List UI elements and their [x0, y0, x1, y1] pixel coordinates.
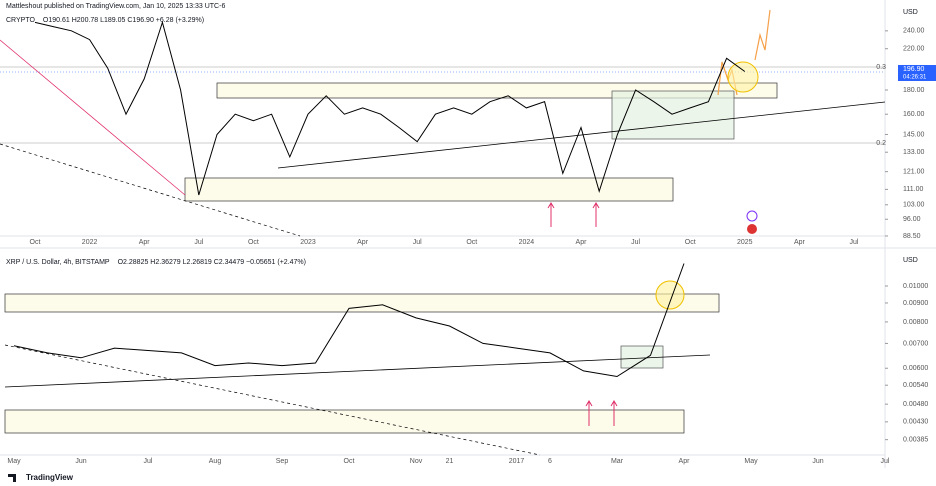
top-drawings — [0, 9, 886, 237]
event-icon — [746, 210, 758, 222]
y-tick-label: 0.00900 — [903, 300, 928, 307]
y-tick-label: 0.00385 — [903, 437, 928, 444]
x-tick-label: Apr — [357, 239, 369, 246]
projection — [754, 9, 771, 61]
x-tick-label: Oct — [344, 458, 355, 465]
x-tick-label: May — [744, 458, 758, 465]
x-tick-label: Sep — [276, 458, 289, 465]
x-tick-label: 6 — [548, 458, 552, 465]
x-tick-label: Jul — [194, 239, 203, 246]
zone — [4, 293, 720, 313]
ohlc: O2.28825 H2.36279 L2.26819 C2.34479 −0.0… — [118, 259, 306, 266]
ohlc: O190.61 H200.78 L189.05 C196.90 +6.28 (+… — [43, 17, 204, 24]
y-tick-label: 0.00600 — [903, 365, 928, 372]
y-tick-label: 0.00480 — [903, 401, 928, 408]
x-tick-label: 2023 — [300, 239, 316, 246]
y-tick-label: 145.00 — [903, 131, 925, 138]
x-tick-label: Nov — [410, 458, 423, 465]
y-tick-label: 0.00800 — [903, 319, 928, 326]
y-tick-label: 0.01000 — [903, 283, 928, 290]
price-label: 196.90 — [903, 66, 925, 73]
y-tick-label: 0.00430 — [903, 419, 928, 426]
x-tick-label: 2017 — [509, 458, 525, 465]
currency: USD — [903, 9, 918, 16]
x-tick-label: Jul — [631, 239, 640, 246]
footer-logo: TradingView — [26, 473, 74, 482]
x-tick-label: Jun — [812, 458, 823, 465]
x-tick-label: Oct — [685, 239, 696, 246]
x-tick-label: Apr — [139, 239, 151, 246]
highlight — [655, 280, 685, 310]
y-tick-label: 88.50 — [903, 233, 921, 240]
y-tick-label: 121.00 — [903, 169, 925, 176]
price-badge — [898, 65, 936, 81]
fib-label: 0.2 — [876, 140, 886, 147]
y-tick-label: 103.00 — [903, 202, 925, 209]
x-tick-label: Oct — [248, 239, 259, 246]
trendline — [4, 354, 711, 388]
currency: USD — [903, 257, 918, 264]
trendline — [0, 39, 186, 196]
x-tick-label: Jul — [850, 239, 859, 246]
bottom-drawings — [4, 280, 720, 456]
x-tick-label: Oct — [466, 239, 477, 246]
y-tick-label: 180.00 — [903, 87, 925, 94]
y-tick-label: 0.00540 — [903, 382, 928, 389]
y-tick-label: 133.00 — [903, 149, 925, 156]
y-tick-label: 96.00 — [903, 216, 921, 223]
zone — [620, 345, 664, 369]
x-tick-label: Jun — [75, 458, 86, 465]
fib-label: 0.3 — [876, 64, 886, 71]
x-tick-label: Apr — [576, 239, 588, 246]
arrow-head — [610, 400, 618, 407]
x-tick-label: 2022 — [82, 239, 98, 246]
x-tick-label: 21 — [446, 458, 454, 465]
arrow-head — [592, 202, 600, 209]
highlight — [727, 61, 759, 93]
x-tick-label: 2025 — [737, 239, 753, 246]
chart-title: CRYPTO — [6, 17, 35, 24]
x-tick-label: Jul — [881, 458, 890, 465]
y-tick-label: 0.00700 — [903, 340, 928, 347]
published-note: Mattleshout published on TradingView.com… — [6, 3, 225, 10]
y-tick-label: 160.00 — [903, 111, 925, 118]
x-tick-label: Aug — [209, 458, 222, 465]
y-tick-label: 111.00 — [903, 186, 923, 193]
y-tick-label: 220.00 — [903, 46, 925, 53]
x-tick-label: Oct — [30, 239, 41, 246]
arrow-head — [585, 400, 593, 407]
chart-title: XRP / U.S. Dollar, 4h, BITSTAMP — [6, 259, 110, 266]
y-tick-label: 240.00 — [903, 28, 925, 35]
x-tick-label: Jul — [144, 458, 153, 465]
trendline — [277, 101, 886, 169]
countdown: 04:26:31 — [903, 75, 927, 81]
price-line — [13, 263, 685, 378]
x-tick-label: Apr — [794, 239, 806, 246]
trendline — [4, 344, 541, 456]
x-tick-label: May — [7, 458, 21, 465]
x-tick-label: Mar — [611, 458, 624, 465]
zone — [184, 177, 674, 202]
event-icon — [747, 224, 757, 234]
logo-icon — [8, 474, 16, 482]
x-tick-label: 2024 — [519, 239, 535, 246]
x-tick-label: Apr — [679, 458, 691, 465]
arrow-head — [547, 202, 555, 209]
x-tick-label: Jul — [413, 239, 422, 246]
price-line — [34, 20, 746, 196]
zone — [4, 409, 685, 434]
zone — [611, 90, 735, 140]
trendline — [0, 143, 301, 237]
